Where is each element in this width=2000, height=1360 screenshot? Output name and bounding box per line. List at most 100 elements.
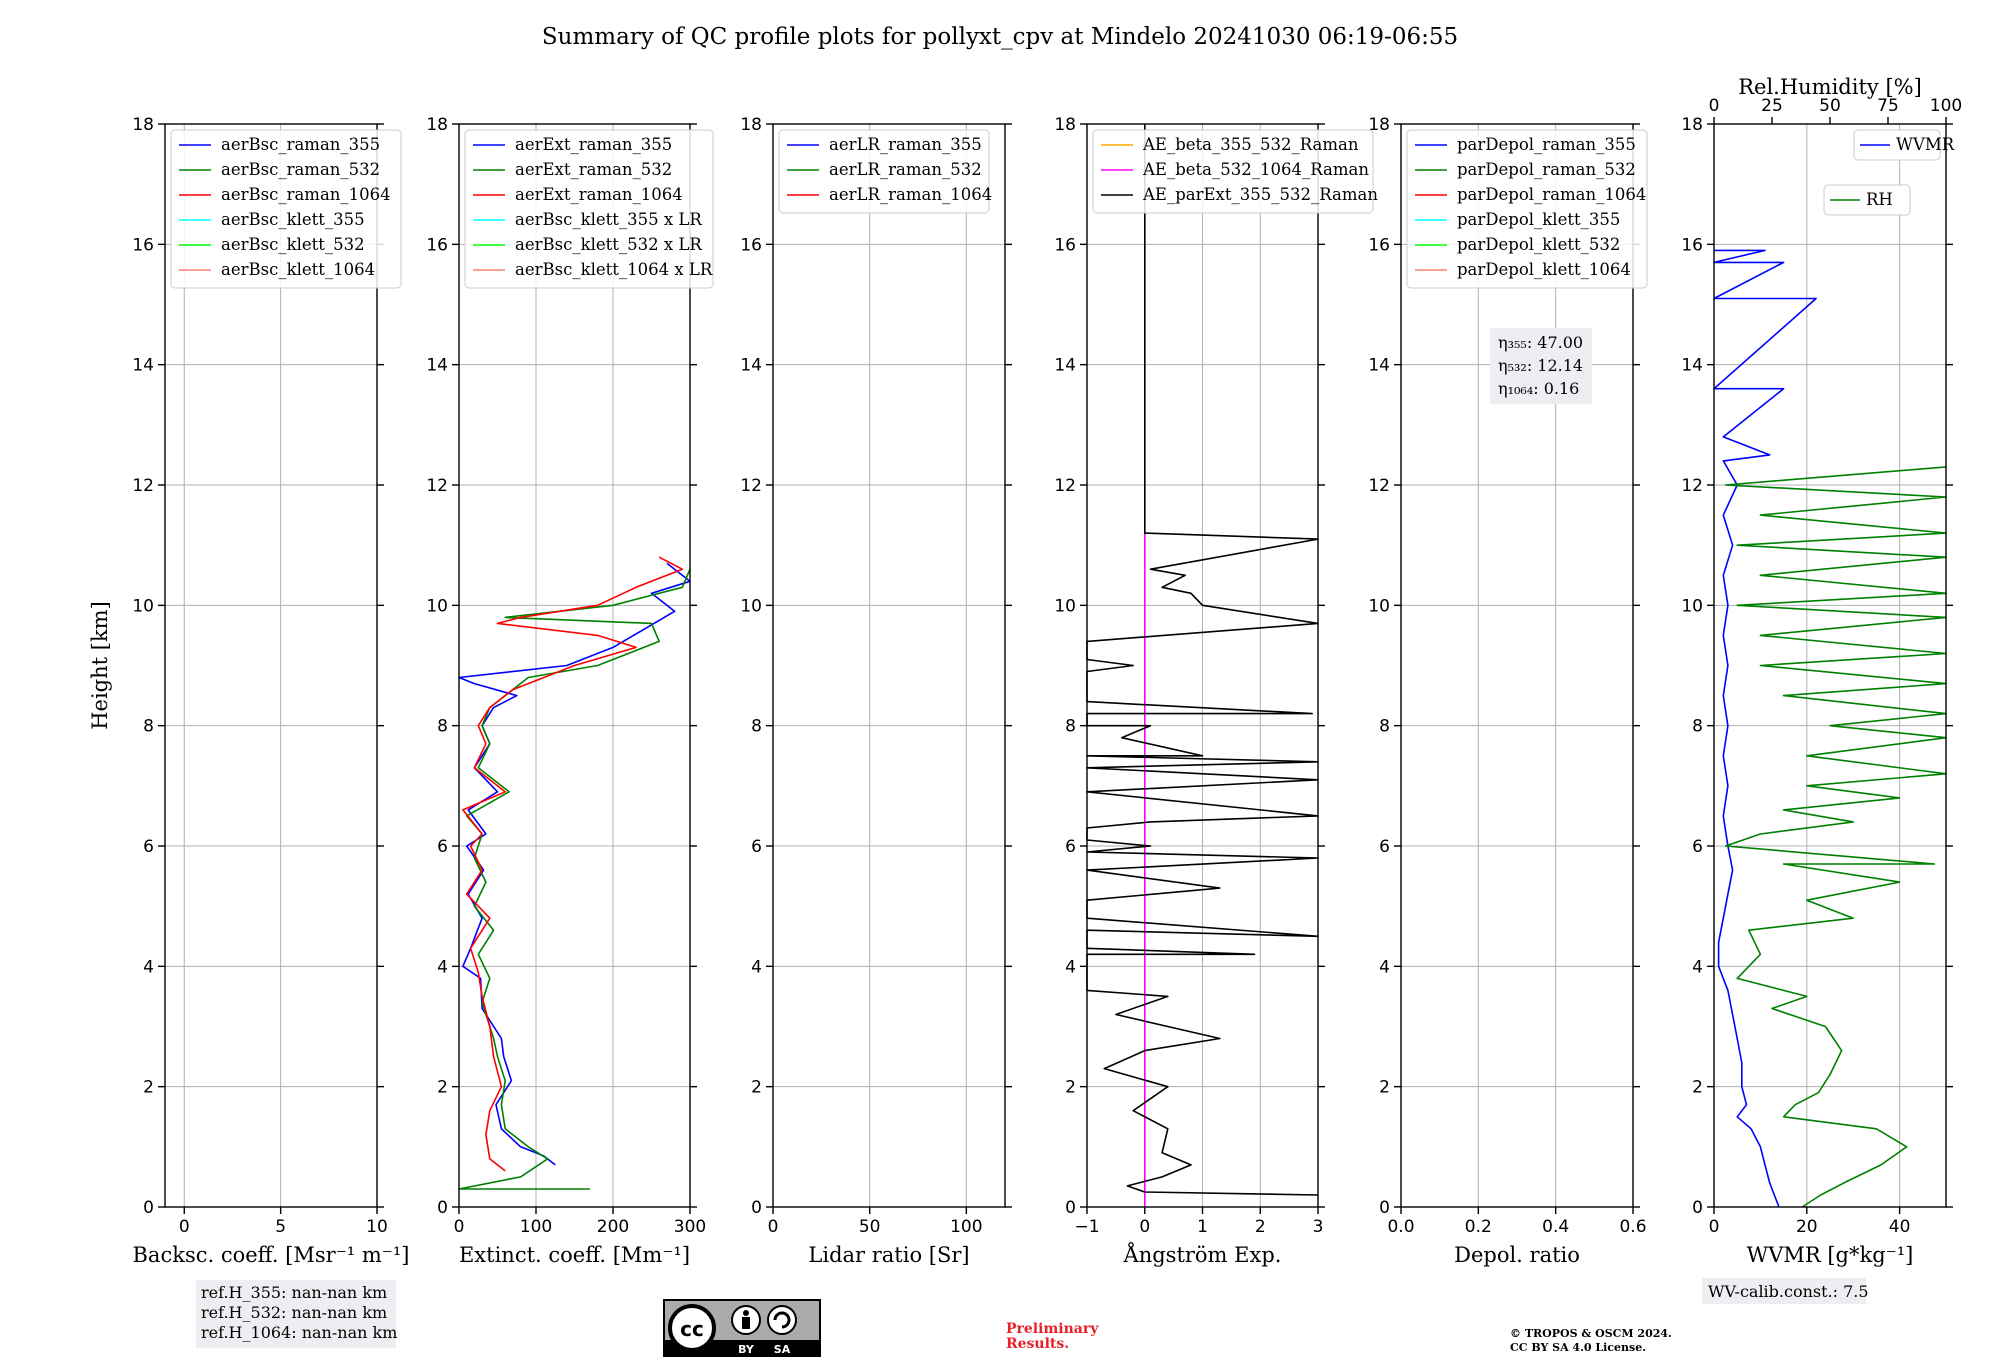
copyright-text-2: CC BY SA 4.0 License. xyxy=(1510,1341,1646,1354)
legend: WVMR xyxy=(1853,129,1955,161)
axes-frame xyxy=(772,123,1006,1208)
x-top-tick-label: 50 xyxy=(1819,96,1841,116)
panel-3: 0 2 4 6 8 10 12 14 16 18 0 50 100 Lidar ratio [Sr] aer… xyxy=(740,115,1012,1267)
y-tick-label: 18 xyxy=(1054,115,1076,135)
panel-5: 0 2 4 6 8 10 12 14 16 18 0.0 0.2 0.4 0.6 Depol. ratio p… xyxy=(1368,115,1648,1267)
y-tick-label: 18 xyxy=(426,115,448,135)
y-tick-label: 10 xyxy=(132,596,154,616)
legend-label: RH xyxy=(1866,190,1893,209)
legend: aerExt_raman_355 aerExt_raman_532 aerExt_r… xyxy=(464,129,714,289)
y-tick-label: 4 xyxy=(1065,957,1076,977)
refh-box: ref.H_355: nan-nan km ref.H_532: nan-nan… xyxy=(196,1280,397,1348)
legend-label: aerLR_raman_1064 xyxy=(829,185,992,204)
x-top-tick-label: 0 xyxy=(1709,96,1720,116)
series-line-aerext-raman-532 xyxy=(458,568,691,1190)
x-tick-label: 200 xyxy=(597,1217,629,1237)
x-axis-label: Extinct. coeff. [Mm⁻¹] xyxy=(459,1243,690,1267)
x-tick-label: 0.4 xyxy=(1542,1217,1569,1237)
y-tick-label: 4 xyxy=(1379,957,1390,977)
y-tick-label: 0 xyxy=(437,1198,448,1218)
y-tick-label: 0 xyxy=(751,1198,762,1218)
y-tick-label: 14 xyxy=(1368,356,1390,376)
legend-label: WVMR xyxy=(1896,135,1955,154)
y-tick-label: 16 xyxy=(740,235,762,255)
y-tick-label: 0 xyxy=(1379,1198,1390,1218)
y-tick-label: 14 xyxy=(740,356,762,376)
x-tick-label: 0 xyxy=(768,1217,779,1237)
legend-label: aerBsc_klett_1064 xyxy=(221,260,375,279)
y-tick-label: 14 xyxy=(1681,356,1703,376)
axes-frame xyxy=(1400,123,1634,1208)
legend-label: parDepol_klett_355 xyxy=(1457,210,1620,229)
legend-label: aerBsc_raman_532 xyxy=(221,160,380,179)
legend-label: AE_beta_355_532_Raman xyxy=(1142,135,1359,154)
x-tick-label: 50 xyxy=(859,1217,881,1237)
legend-label: aerExt_raman_532 xyxy=(515,160,672,179)
y-tick-label: 8 xyxy=(1379,717,1390,737)
y-tick-label: 16 xyxy=(132,235,154,255)
legend-label: aerExt_raman_355 xyxy=(515,135,672,154)
y-tick-label: 10 xyxy=(740,596,762,616)
copyright-text-1: © TROPOS & OSCM 2024. xyxy=(1510,1327,1672,1340)
x-axis-label: Depol. ratio xyxy=(1454,1243,1580,1267)
y-tick-label: 12 xyxy=(1681,476,1703,496)
y-tick-label: 8 xyxy=(751,717,762,737)
y-tick-label: 18 xyxy=(1368,115,1390,135)
y-tick-label: 4 xyxy=(143,957,154,977)
refh-355: ref.H_355: nan-nan km xyxy=(201,1283,387,1302)
y-tick-label: 2 xyxy=(143,1078,154,1098)
x-tick-label: 0 xyxy=(1709,1217,1720,1237)
y-tick-label: 12 xyxy=(1368,476,1390,496)
y-tick-label: 4 xyxy=(437,957,448,977)
panel-2: 0 2 4 6 8 10 12 14 16 18 0 100 200 300 Extinct. coeff.… xyxy=(426,115,714,1267)
x-tick-label: 1 xyxy=(1197,1217,1208,1237)
by-text: BY xyxy=(738,1343,755,1356)
y-tick-label: 14 xyxy=(132,356,154,376)
x-tick-label: 0.2 xyxy=(1465,1217,1492,1237)
y-tick-label: 10 xyxy=(426,596,448,616)
x-tick-label: 0.6 xyxy=(1619,1217,1646,1237)
y-tick-label: 2 xyxy=(751,1078,762,1098)
y-tick-label: 0 xyxy=(1065,1198,1076,1218)
x-tick-label: 40 xyxy=(1889,1217,1911,1237)
y-tick-label: 2 xyxy=(437,1078,448,1098)
y-tick-label: 6 xyxy=(1379,837,1390,857)
y-tick-label: 12 xyxy=(1054,476,1076,496)
axes-frame xyxy=(164,123,378,1208)
x-tick-label: 0 xyxy=(454,1217,465,1237)
y-tick-label: 18 xyxy=(1681,115,1703,135)
legend-label: parDepol_raman_532 xyxy=(1457,160,1636,179)
x-tick-label: 100 xyxy=(520,1217,552,1237)
x-tick-label: 0.0 xyxy=(1387,1217,1414,1237)
y-tick-label: 2 xyxy=(1692,1078,1703,1098)
y-tick-label: 6 xyxy=(751,837,762,857)
legend-label: AE_beta_532_1064_Raman xyxy=(1142,160,1369,179)
y-tick-label: 10 xyxy=(1681,596,1703,616)
y-tick-label: 16 xyxy=(426,235,448,255)
y-tick-label: 12 xyxy=(132,476,154,496)
x-axis-label: WVMR [g*kg⁻¹] xyxy=(1747,1243,1914,1267)
x-top-tick-label: 75 xyxy=(1877,96,1899,116)
legend-label: aerBsc_raman_1064 xyxy=(221,185,391,204)
y-tick-label: 14 xyxy=(1054,356,1076,376)
legend-label: aerBsc_klett_532 xyxy=(221,235,365,254)
series-line-aerext-raman-1064 xyxy=(462,556,684,1172)
y-tick-label: 6 xyxy=(437,837,448,857)
y-tick-label: 6 xyxy=(1692,837,1703,857)
y-tick-label: 18 xyxy=(132,115,154,135)
legend: AE_beta_355_532_Raman AE_beta_532_1064_Ra… xyxy=(1092,129,1378,214)
preliminary-text-1: Preliminary xyxy=(1006,1321,1099,1337)
y-tick-label: 8 xyxy=(1065,717,1076,737)
wv-calib-box: WV-calib.const.: 7.5 xyxy=(1702,1278,1869,1304)
cc-license-badge: cc BY SA xyxy=(663,1299,821,1357)
cc-text: cc xyxy=(680,1317,704,1341)
refh-532: ref.H_532: nan-nan km xyxy=(201,1303,387,1322)
sa-icon xyxy=(767,1305,797,1335)
x-top-tick-label: 25 xyxy=(1761,96,1783,116)
x-tick-label: 100 xyxy=(950,1217,982,1237)
y-tick-label: 6 xyxy=(143,837,154,857)
y-tick-label: 18 xyxy=(740,115,762,135)
x-axis-label: Ångström Exp. xyxy=(1123,1242,1282,1267)
y-tick-label: 14 xyxy=(426,356,448,376)
